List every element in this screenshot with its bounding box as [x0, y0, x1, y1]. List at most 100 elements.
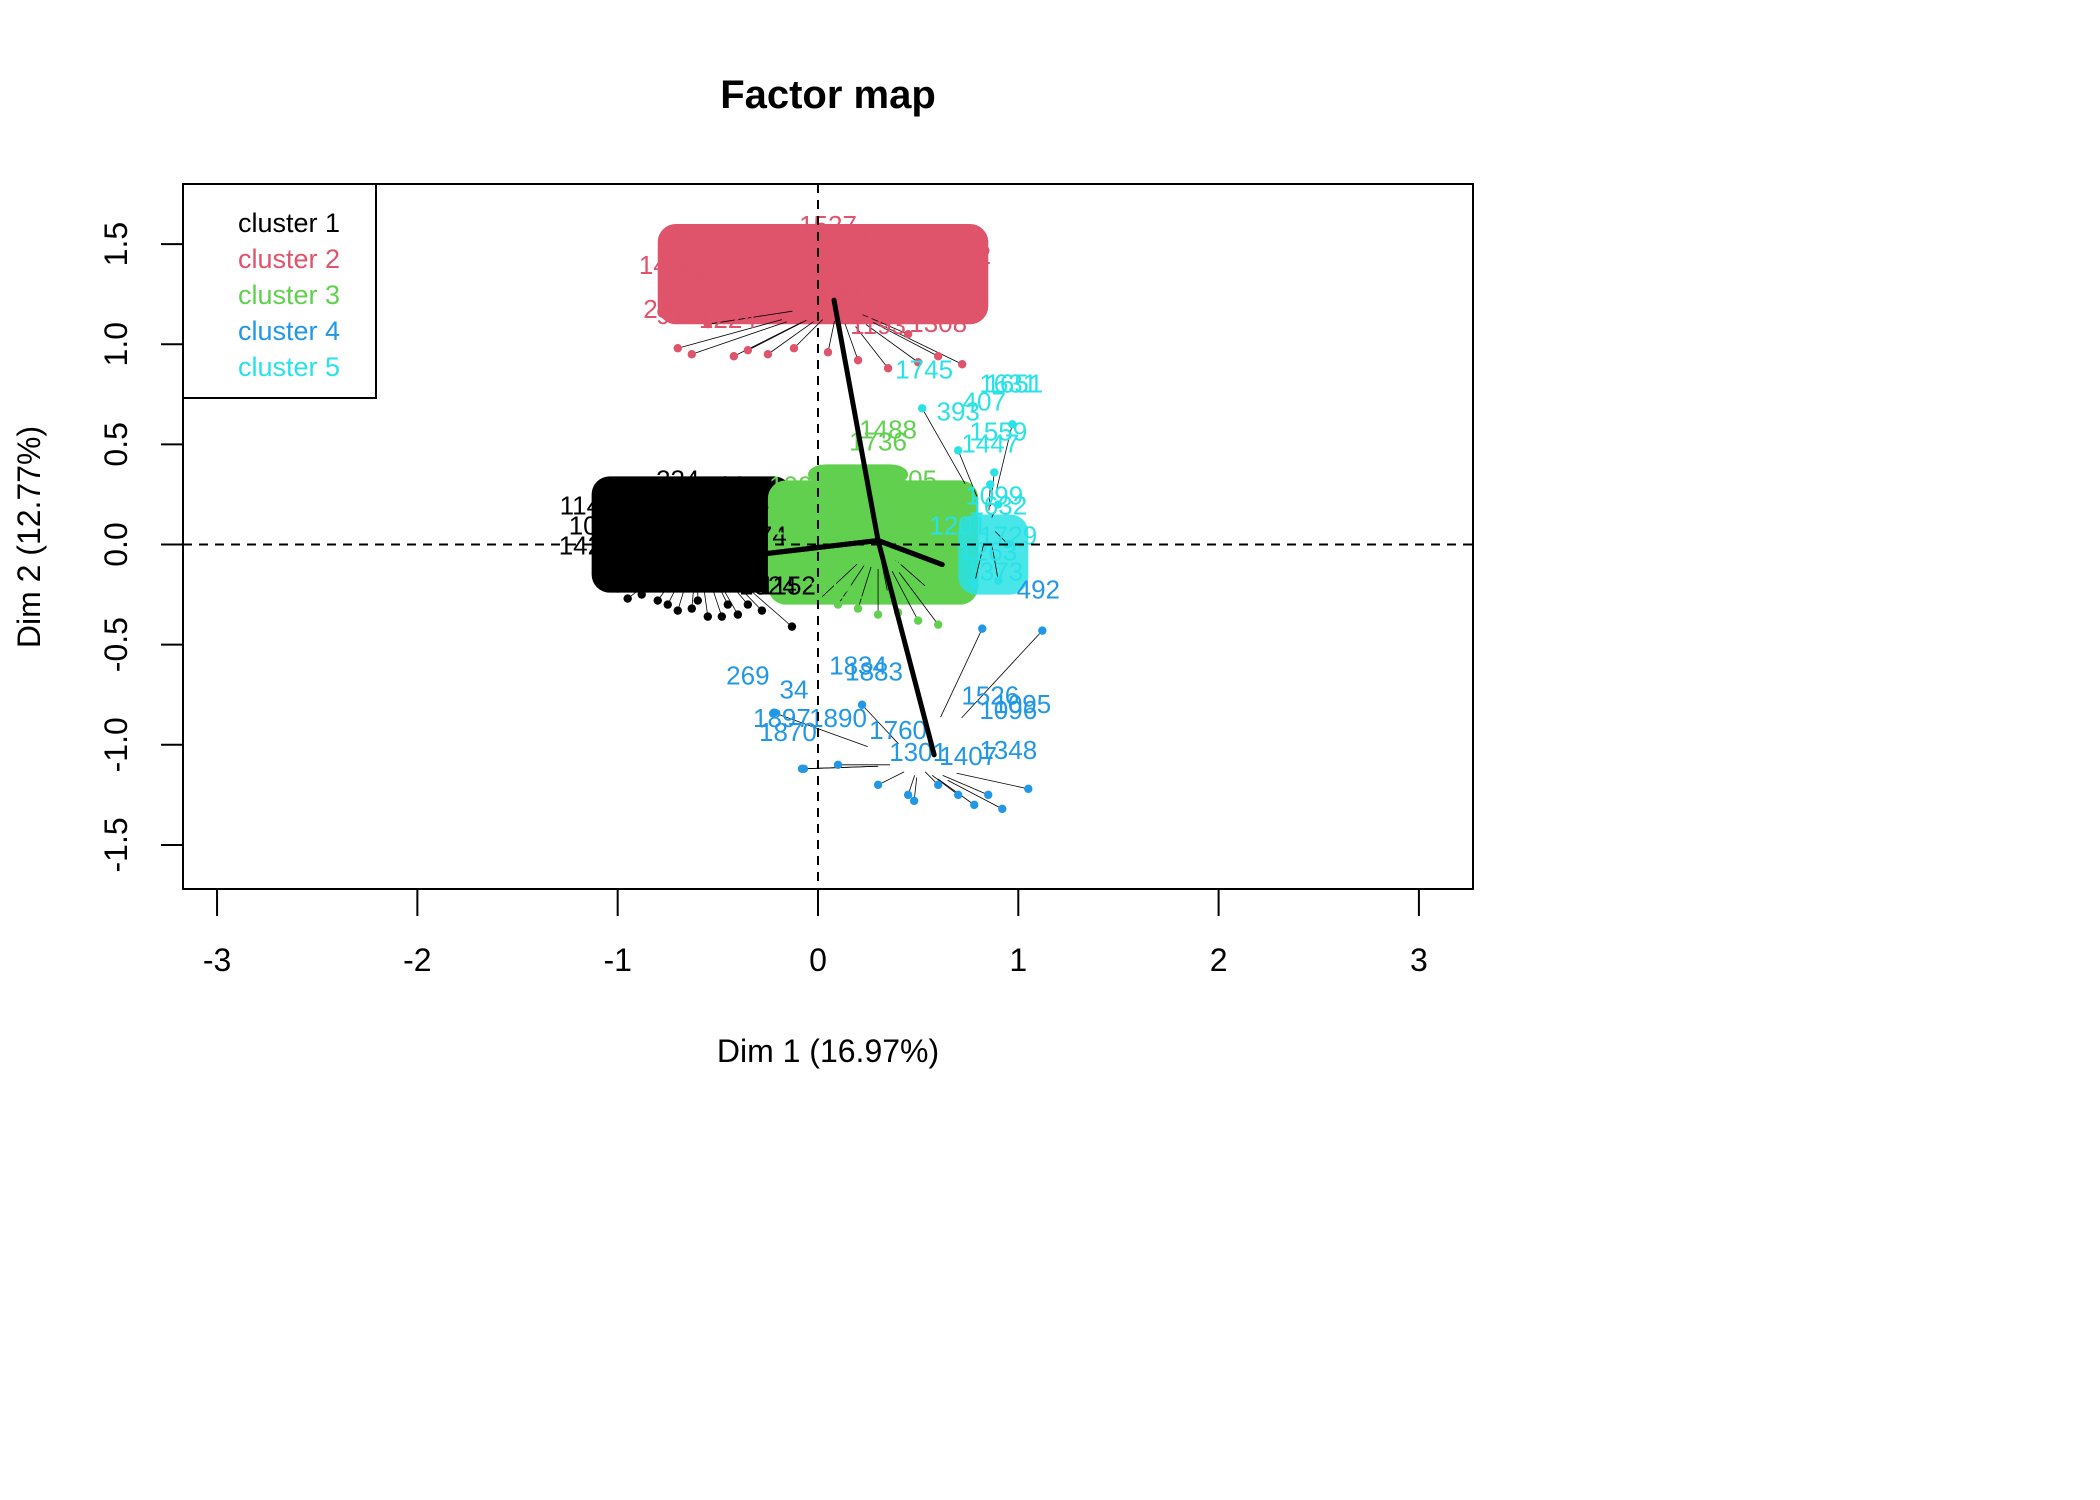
point-label-cluster-5-11: 1373	[965, 557, 1023, 587]
point-label-cluster-4-14: 492	[1017, 575, 1060, 605]
connector-cluster-1-10	[715, 565, 749, 605]
point-label-cluster-1-3: 1500	[689, 470, 747, 500]
y-axis: -1.5 -1.0 -0.5 0.0 0.5 1.0 1.5	[98, 222, 184, 873]
point-cluster-2-10	[933, 352, 943, 361]
point-cluster-4-6	[909, 796, 919, 806]
connector-cluster-5-4	[988, 484, 991, 511]
point-label-cluster-4-4: 1526	[961, 681, 1019, 711]
point-label-cluster-4-13: 1301	[889, 737, 947, 767]
point-label-cluster-5-3: 407	[963, 386, 1006, 416]
connector-cluster-4-3	[861, 704, 899, 745]
point-cluster-2-2	[729, 352, 739, 361]
legend-entry-cluster-2: cluster 2	[238, 244, 340, 274]
point-label-cluster-4-12: 1407	[939, 741, 997, 771]
point-cluster-5-8	[970, 580, 979, 589]
connector-cluster-4-0	[773, 712, 868, 747]
point-cluster-4-12	[1024, 784, 1033, 794]
point-cluster-1-13	[693, 596, 702, 605]
point-cluster-5-7	[994, 576, 1003, 585]
point-label-cluster-1-13: 1024	[739, 571, 797, 601]
connector-cluster-4-4	[877, 771, 905, 786]
point-cluster-2-4	[763, 350, 773, 359]
point-label-cluster-2-4: 1322	[933, 240, 991, 270]
point-label-cluster-3-7: 1199	[770, 510, 826, 540]
point-cluster-2-5	[789, 344, 799, 353]
connector-cluster-1-4	[667, 565, 688, 605]
centroid-segment-5	[875, 538, 937, 758]
point-cluster-3-6	[933, 620, 943, 629]
point-cluster-5-5	[994, 500, 1003, 509]
connector-cluster-2-4	[767, 321, 814, 355]
point-label-cluster-2-1: 1770	[709, 220, 767, 250]
y-tick-label-6: 1.5	[98, 222, 134, 266]
point-cluster-3-2	[853, 604, 863, 613]
point-cluster-4-0	[769, 708, 779, 717]
connector-cluster-2-5	[793, 319, 823, 349]
point-label-cluster-5-4: 393	[937, 396, 980, 426]
x-tick-label-4: 1	[1009, 942, 1027, 978]
point-cluster-1-3	[653, 596, 662, 605]
point-label-cluster-3-5: 1401	[849, 490, 907, 520]
legend-entry-cluster-4: cluster 4	[238, 316, 340, 346]
point-label-cluster-5-5: 1559	[969, 416, 1027, 446]
point-cluster-2-7	[853, 356, 863, 365]
legend-box	[182, 183, 377, 399]
connector-cluster-2-8	[855, 326, 889, 369]
factor-map-chart: 1145 1762 334 1500 1088 205 1713 997 1423 1210 46 1…	[11, 73, 1474, 1069]
point-cluster-2-11	[958, 360, 967, 369]
centroid-segment-2	[755, 538, 881, 558]
point-cluster-1-12	[787, 622, 797, 631]
connector-cluster-2-1	[691, 321, 787, 355]
y-tick-label-3: 0.0	[98, 522, 134, 566]
point-cluster-4-5	[903, 790, 913, 800]
point-label-cluster-2-14: 1412	[819, 280, 877, 310]
x-tick-label-3: 0	[809, 942, 827, 978]
point-label-cluster-1-9: 1210	[609, 541, 667, 571]
x-axis: -3 -2 -1 0 1 2 3	[203, 888, 1428, 978]
point-cluster-4-11	[998, 804, 1007, 814]
label-cloud-cluster-1-0	[591, 476, 792, 593]
point-label-cluster-1-4: 1088	[569, 510, 627, 540]
point-label-cluster-4-6: 1095	[993, 689, 1051, 719]
cluster-clouds	[591, 224, 1029, 605]
legend-entry-cluster-3: cluster 3	[238, 280, 340, 310]
connector-cluster-4-12	[956, 772, 1029, 790]
connector-cluster-2-11	[881, 324, 963, 365]
point-cluster-4-3	[857, 700, 867, 709]
point-label-cluster-2-11: 1224	[699, 304, 757, 334]
label-cloud-cluster-2-0	[657, 224, 989, 325]
point-cluster-3-1	[833, 600, 843, 609]
x-axis-label: Dim 1 (16.97%)	[717, 1033, 939, 1069]
legend-entry-cluster-5: cluster 5	[238, 352, 340, 382]
point-label-cluster-5-10: 1263	[959, 537, 1017, 567]
connector-cluster-2-7	[844, 323, 859, 361]
point-cluster-4-10	[984, 790, 993, 800]
y-tick-label-5: 1.0	[98, 322, 134, 366]
connector-cluster-3-6	[898, 572, 939, 625]
point-label-cluster-2-3: 1599	[859, 220, 917, 250]
point-label-cluster-4-5: 1096	[979, 695, 1037, 725]
x-tick-label-1: -2	[403, 942, 431, 978]
point-label-cluster-5-8: 1632	[969, 490, 1027, 520]
point-label-cluster-1-10: 46	[693, 545, 722, 575]
connector-cluster-1-6	[691, 566, 697, 609]
point-label-cluster-2-0: 296	[686, 230, 729, 260]
x-tick-label-5: 2	[1210, 942, 1228, 978]
label-cloud-cluster-3-1	[807, 464, 909, 485]
point-label-cluster-2-7: 1041	[749, 250, 807, 280]
connector-cluster-4-13	[961, 630, 1043, 719]
connector-cluster-1-3	[657, 563, 685, 601]
reference-lines	[183, 184, 1473, 889]
point-cluster-1-0	[613, 584, 622, 593]
point-cluster-1-14	[723, 600, 733, 609]
connector-cluster-2-3	[747, 319, 807, 351]
connector-cluster-5-0	[921, 408, 966, 485]
chart-title: Factor map	[720, 73, 936, 117]
point-label-cluster-4-10: 1760	[869, 715, 927, 745]
point-cluster-1-8	[717, 612, 727, 621]
point-cluster-4-7	[933, 780, 943, 790]
point-label-cluster-2-10: 914	[656, 300, 699, 330]
point-cluster-1-4	[663, 600, 672, 609]
point-cluster-4-15	[797, 764, 807, 774]
point-label-cluster-2-9: 29	[643, 294, 672, 324]
